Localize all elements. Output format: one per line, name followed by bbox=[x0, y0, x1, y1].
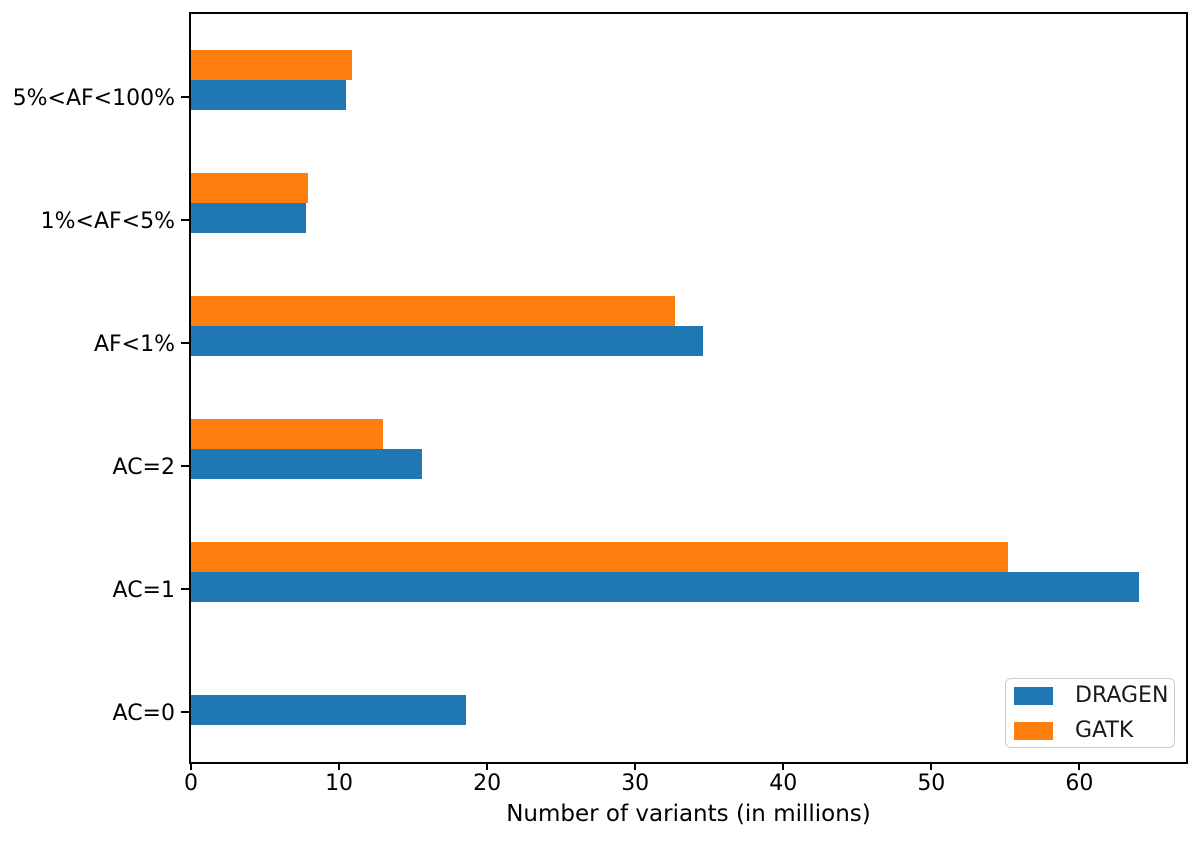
y-tick-mark bbox=[181, 465, 189, 467]
bar-gatk-af-1 bbox=[191, 296, 676, 326]
bar-gatk-1-af-5 bbox=[191, 173, 308, 203]
bar-dragen-ac-2 bbox=[191, 449, 422, 479]
x-tick-label: 50 bbox=[917, 771, 946, 796]
x-tick-mark bbox=[930, 762, 933, 770]
x-tick-mark bbox=[190, 762, 192, 770]
x-tick-label: 40 bbox=[769, 771, 798, 796]
x-tick-mark bbox=[1078, 762, 1081, 770]
bar-gatk-ac-1 bbox=[191, 542, 1009, 572]
y-tick-mark bbox=[181, 219, 189, 221]
y-tick-label-af-1: AF<1% bbox=[93, 332, 175, 357]
legend-row-gatk: GATK bbox=[1014, 717, 1164, 743]
legend: DRAGEN GATK bbox=[1005, 678, 1175, 748]
legend-label-gatk: GATK bbox=[1075, 717, 1134, 743]
x-tick-mark bbox=[486, 762, 489, 770]
legend-swatch-dragen bbox=[1014, 686, 1053, 705]
y-tick-mark bbox=[181, 342, 189, 344]
plot-area bbox=[189, 12, 1188, 764]
y-tick-mark bbox=[181, 96, 189, 98]
x-tick-label: 0 bbox=[184, 771, 198, 796]
legend-swatch-gatk bbox=[1014, 721, 1053, 740]
y-tick-mark bbox=[181, 588, 189, 590]
x-tick-label: 60 bbox=[1065, 771, 1094, 796]
legend-row-dragen: DRAGEN bbox=[1014, 683, 1168, 708]
bar-dragen-5-af-100 bbox=[191, 80, 347, 110]
x-tick-mark bbox=[338, 762, 341, 770]
y-tick-label-ac-2: AC=2 bbox=[112, 455, 175, 480]
bar-dragen-af-1 bbox=[191, 326, 704, 356]
y-tick-mark bbox=[181, 711, 189, 713]
legend-label-dragen: DRAGEN bbox=[1075, 682, 1169, 708]
x-tick-mark bbox=[782, 762, 785, 770]
x-tick-label: 20 bbox=[473, 771, 502, 796]
bar-gatk-ac-2 bbox=[191, 419, 384, 449]
x-tick-label: 30 bbox=[621, 771, 650, 796]
y-tick-label-5-af-100: 5%<AF<100% bbox=[12, 86, 175, 111]
bar-dragen-ac-1 bbox=[191, 572, 1139, 602]
x-axis-label: Number of variants (in millions) bbox=[506, 801, 871, 827]
y-tick-label-ac-0: AC=0 bbox=[112, 701, 175, 726]
y-tick-label-ac-1: AC=1 bbox=[112, 578, 175, 603]
bar-gatk-5-af-100 bbox=[191, 50, 353, 80]
bar-dragen-1-af-5 bbox=[191, 203, 307, 233]
bar-dragen-ac-0 bbox=[191, 695, 467, 725]
x-tick-mark bbox=[634, 762, 637, 770]
x-tick-label: 10 bbox=[325, 771, 354, 796]
y-tick-label-1-af-5: 1%<AF<5% bbox=[40, 209, 175, 234]
